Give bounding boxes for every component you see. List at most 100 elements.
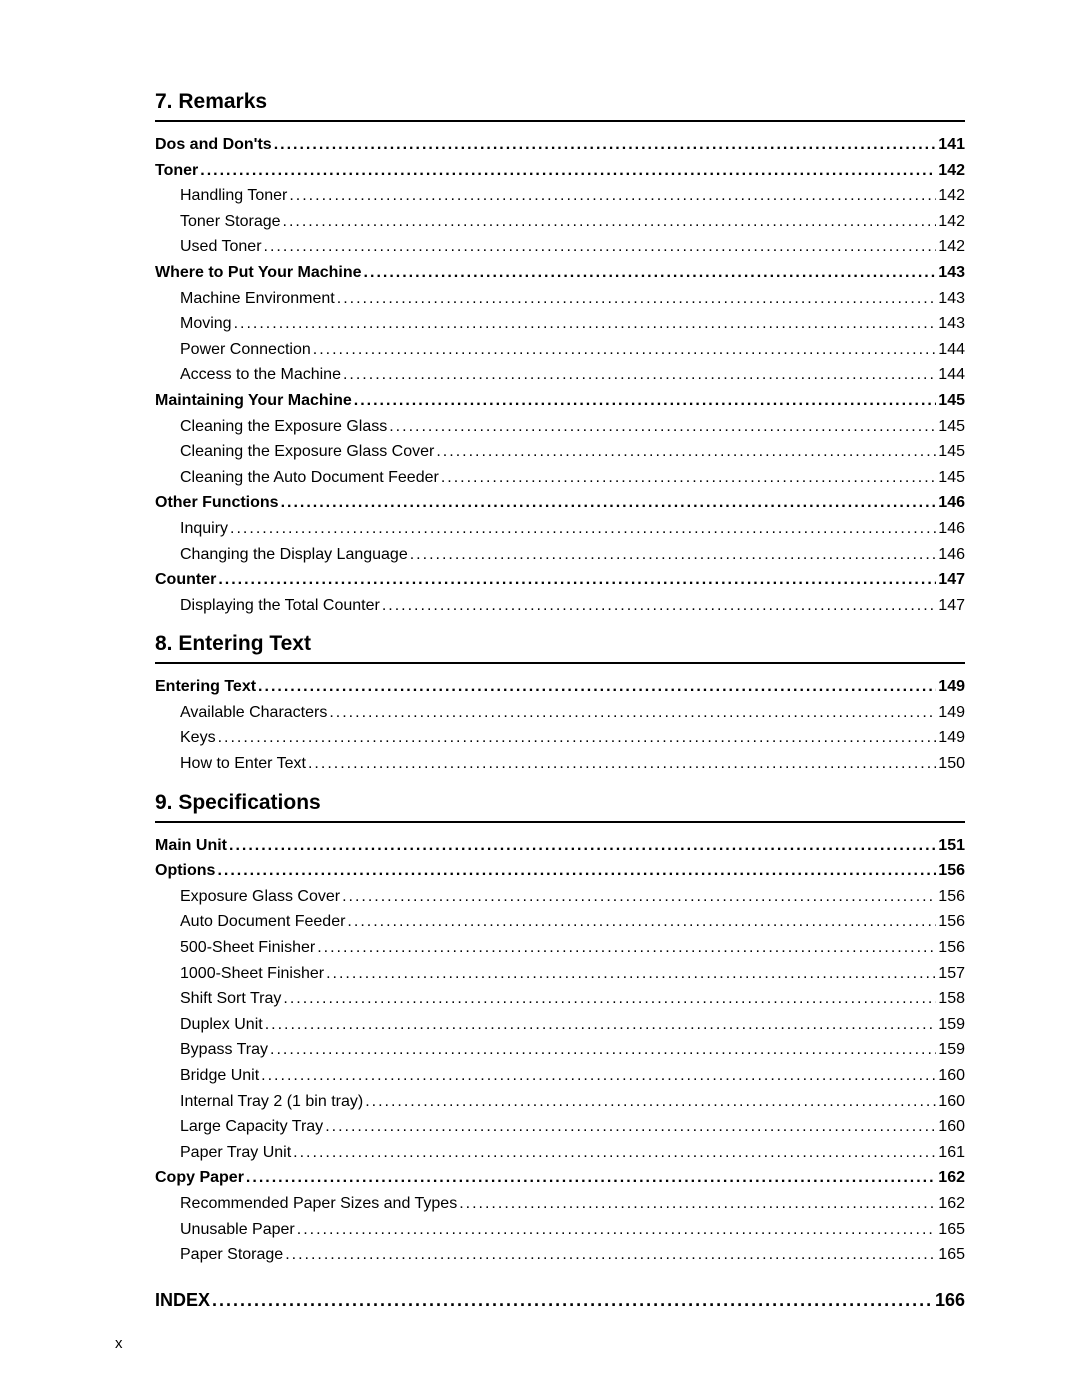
- toc-entry-page: 142: [938, 234, 965, 260]
- toc-entry: Shift Sort Tray158: [180, 986, 965, 1012]
- toc-leader-dots: [382, 593, 936, 619]
- table-of-contents: 7. Remarks Dos and Don'ts141Toner142Handl…: [115, 90, 965, 1315]
- toc-entry-label: Paper Storage: [180, 1242, 283, 1268]
- toc-entry: Large Capacity Tray 160: [180, 1114, 965, 1140]
- toc-leader-dots: [261, 1063, 936, 1089]
- toc-entry: Bypass Tray159: [180, 1037, 965, 1063]
- toc-leader-dots: [264, 234, 937, 260]
- toc-entry: Copy Paper 162: [155, 1165, 965, 1191]
- toc-entry-label: Internal Tray 2 (1 bin tray): [180, 1089, 363, 1115]
- toc-entry-page: 150: [938, 751, 965, 777]
- toc-entry: Cleaning the Auto Document Feeder145: [180, 465, 965, 491]
- toc-leader-dots: [285, 1242, 936, 1268]
- toc-entry-label: Options: [155, 858, 215, 884]
- toc-entry-page: 144: [938, 362, 965, 388]
- toc-leader-dots: [436, 439, 936, 465]
- toc-entry-page: 162: [938, 1165, 965, 1191]
- toc-leader-dots: [281, 490, 937, 516]
- toc-leader-dots: [218, 567, 936, 593]
- toc-leader-dots: [246, 1165, 936, 1191]
- toc-entry-label: Power Connection: [180, 337, 311, 363]
- toc-entry-label: Access to the Machine: [180, 362, 341, 388]
- toc-leader-dots: [270, 1037, 936, 1063]
- toc-entry-page: 157: [938, 961, 965, 987]
- toc-entry: Dos and Don'ts141: [155, 132, 965, 158]
- toc-leader-dots: [234, 311, 937, 337]
- toc-entry: Auto Document Feeder 156: [180, 909, 965, 935]
- toc-entry: 500-Sheet Finisher156: [180, 935, 965, 961]
- toc-entry-page: 142: [938, 209, 965, 235]
- toc-leader-dots: [200, 158, 936, 184]
- toc-entry: 1000-Sheet Finisher 157: [180, 961, 965, 987]
- toc-entry-page: 149: [938, 674, 965, 700]
- toc-entry-label: Main Unit: [155, 833, 227, 859]
- toc-entry: Cleaning the Exposure Glass145: [180, 414, 965, 440]
- toc-leader-dots: [283, 986, 936, 1012]
- toc-entry-page: 146: [938, 542, 965, 568]
- toc-entry: Available Characters149: [180, 700, 965, 726]
- toc-entry-label: Cleaning the Auto Document Feeder: [180, 465, 439, 491]
- toc-entry-page: 159: [938, 1037, 965, 1063]
- toc-entry-page: 151: [938, 833, 965, 859]
- toc-entry-label: Cleaning the Exposure Glass: [180, 414, 387, 440]
- toc-entry: Cleaning the Exposure Glass Cover 145: [180, 439, 965, 465]
- toc-leader-dots: [459, 1191, 936, 1217]
- toc-entry-label: Moving: [180, 311, 232, 337]
- toc-entry: Paper Tray Unit 161: [180, 1140, 965, 1166]
- toc-entry: Toner142: [155, 158, 965, 184]
- toc-entry: Maintaining Your Machine145: [155, 388, 965, 414]
- toc-section: 7. Remarks Dos and Don'ts141Toner142Handl…: [115, 90, 965, 618]
- toc-entry: Displaying the Total Counter147: [180, 593, 965, 619]
- toc-leader-dots: [274, 132, 937, 158]
- toc-leader-dots: [354, 388, 937, 414]
- toc-entry-page: 144: [938, 337, 965, 363]
- toc-entry-label: Copy Paper: [155, 1165, 244, 1191]
- toc-entry: Exposure Glass Cover156: [180, 884, 965, 910]
- toc-leader-dots: [283, 209, 937, 235]
- toc-entry: Handling Toner142: [180, 183, 965, 209]
- toc-entry-page: 162: [938, 1191, 965, 1217]
- toc-entry: Moving143: [180, 311, 965, 337]
- toc-entry-label: Handling Toner: [180, 183, 287, 209]
- toc-entry-label: Inquiry: [180, 516, 228, 542]
- toc-entry-label: Large Capacity Tray: [180, 1114, 323, 1140]
- toc-entry-page: 146: [938, 490, 965, 516]
- toc-entry-label: Bridge Unit: [180, 1063, 259, 1089]
- toc-leader-dots: [364, 260, 937, 286]
- toc-entry-label: Machine Environment: [180, 286, 335, 312]
- toc-entry-label: Other Functions: [155, 490, 279, 516]
- toc-entry-page: 156: [938, 884, 965, 910]
- toc-leader-dots: [293, 1140, 936, 1166]
- section-title: 7. Remarks: [155, 90, 965, 114]
- toc-entry: Options156: [155, 858, 965, 884]
- toc-entry-label: Auto Document Feeder: [180, 909, 345, 935]
- toc-entry: Keys149: [180, 725, 965, 751]
- toc-leader-dots: [217, 858, 936, 884]
- toc-entry: Toner Storage142: [180, 209, 965, 235]
- toc-leader-dots: [325, 1114, 936, 1140]
- toc-leader-dots: [347, 909, 936, 935]
- toc-entry: Changing the Display Language146: [180, 542, 965, 568]
- toc-leader-dots: [337, 286, 937, 312]
- toc-entry-page: 160: [938, 1114, 965, 1140]
- toc-leader-dots: [258, 674, 936, 700]
- toc-leader-dots: [389, 414, 936, 440]
- toc-entry-page: 149: [938, 700, 965, 726]
- toc-entry-page: 156: [938, 909, 965, 935]
- toc-entry-page: 145: [938, 439, 965, 465]
- toc-entry: Counter147: [155, 567, 965, 593]
- toc-leader-dots: [343, 362, 936, 388]
- toc-leader-dots: [265, 1012, 937, 1038]
- toc-entry-page: 141: [938, 132, 965, 158]
- toc-leader-dots: [218, 725, 937, 751]
- toc-entry-page: 149: [938, 725, 965, 751]
- toc-entry: How to Enter Text150: [180, 751, 965, 777]
- toc-entry: Access to the Machine 144: [180, 362, 965, 388]
- toc-entry-page: 161: [938, 1140, 965, 1166]
- toc-entry-label: Cleaning the Exposure Glass Cover: [180, 439, 434, 465]
- section-title: 9. Specifications: [155, 791, 965, 815]
- toc-entry: Paper Storage165: [180, 1242, 965, 1268]
- toc-entry-label: 1000-Sheet Finisher: [180, 961, 324, 987]
- toc-leader-dots: [313, 337, 937, 363]
- toc-entry-label: Paper Tray Unit: [180, 1140, 291, 1166]
